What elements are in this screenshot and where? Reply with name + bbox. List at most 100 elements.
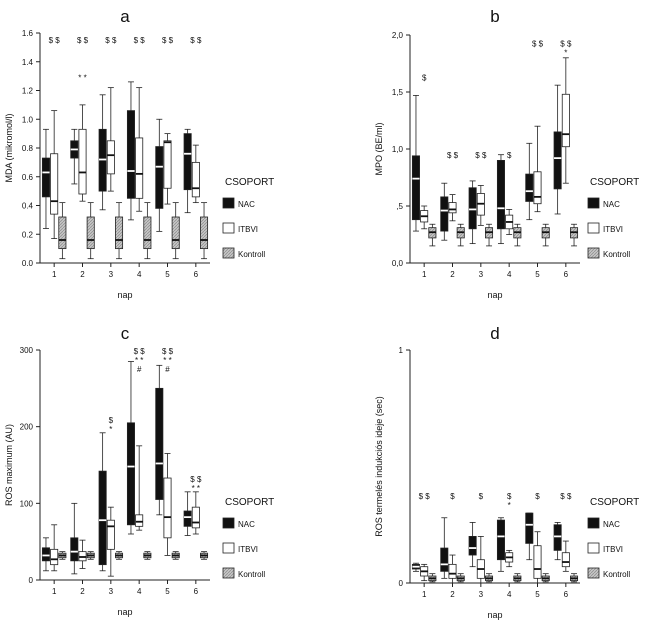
box-itbvi-day-1	[420, 205, 429, 230]
y-tick-label: 1.6	[22, 29, 34, 38]
x-tick-label: 5	[165, 270, 170, 279]
box-itbvi-day-3	[106, 87, 115, 192]
box-itbvi-day-4	[505, 209, 514, 235]
significance-label: $ $	[447, 151, 459, 160]
box-iqr	[98, 470, 107, 566]
y-tick-label: 1.2	[22, 87, 34, 96]
box-itbvi-day-2	[448, 554, 457, 584]
significance-label: $	[450, 492, 455, 501]
box-iqr	[468, 187, 477, 230]
x-axis-title: nap	[117, 607, 132, 617]
box-iqr	[183, 133, 192, 191]
box-kontroll-day-3	[115, 202, 124, 260]
box-kontroll-day-5	[171, 551, 180, 560]
box-iqr	[468, 536, 477, 556]
box-iqr	[163, 140, 172, 189]
x-tick-label: 3	[109, 587, 114, 596]
box-iqr	[126, 110, 135, 199]
y-tick-label: 0.4	[22, 202, 34, 211]
box-iqr	[525, 512, 534, 544]
significance-label: * *	[78, 73, 86, 82]
box-iqr	[135, 137, 144, 199]
box-nac-day-5	[525, 142, 534, 221]
legend-label-kontroll: Kontroll	[238, 250, 265, 259]
x-tick-label: 6	[194, 270, 199, 279]
box-itbvi-day-3	[476, 536, 485, 584]
box-itbvi-day-1	[50, 110, 59, 239]
significance-label: $	[109, 416, 114, 425]
legend-label-itbvi: ITBVI	[603, 225, 623, 234]
significance-label: * *	[135, 356, 143, 365]
x-tick-label: 6	[564, 270, 569, 279]
box-nac-day-1	[41, 537, 50, 572]
box-iqr	[106, 140, 115, 175]
box-nac-day-6	[553, 522, 562, 561]
x-tick-label: 3	[109, 270, 114, 279]
panel-letter: b	[490, 7, 499, 26]
significance-label: * *	[192, 484, 200, 493]
box-nac-day-4	[496, 517, 505, 572]
box-kontroll-day-1	[58, 202, 67, 260]
box-iqr	[191, 161, 200, 198]
legend-swatch-itbvi	[222, 222, 235, 234]
box-iqr	[448, 563, 457, 579]
box-itbvi-day-5	[163, 133, 172, 205]
significance-label: $ $	[134, 36, 146, 45]
box-iqr	[86, 216, 95, 250]
box-iqr	[533, 171, 542, 205]
legend-label-itbvi: ITBVI	[238, 545, 258, 554]
x-tick-label: 4	[137, 587, 142, 596]
y-axis-title: ROS maximum (AU)	[4, 424, 14, 506]
legend-swatch-itbvi	[222, 542, 235, 554]
box-kontroll-day-2	[456, 223, 465, 247]
x-tick-label: 3	[479, 270, 484, 279]
box-kontroll-day-2	[86, 202, 95, 260]
box-nac-day-2	[70, 128, 79, 185]
legend-swatch-kontroll	[587, 247, 600, 259]
x-tick-label: 2	[450, 270, 455, 279]
y-tick-label: 100	[20, 499, 34, 508]
y-tick-label: 0.6	[22, 173, 34, 182]
y-tick-label: 0,0	[392, 259, 404, 268]
box-nac-day-5	[155, 118, 164, 232]
y-tick-label: 300	[20, 346, 34, 355]
y-tick-label: 1	[399, 346, 404, 355]
panel-b: b 0,0 ,5 1,0 1,5 2,0 1 2 3 4 5 6 nap MPO (BE/ml) $ $ $ $…	[374, 7, 639, 300]
box-itbvi-day-4	[135, 445, 144, 531]
box-kontroll-day-4	[513, 223, 522, 247]
box-nac-day-1	[411, 95, 420, 232]
box-nac-day-6	[553, 84, 562, 215]
legend-swatch-nac	[587, 517, 600, 529]
y-tick-label: 0	[29, 576, 34, 585]
significance-label: $ $	[560, 39, 572, 48]
legend-swatch-itbvi	[587, 222, 600, 234]
box-iqr	[163, 477, 172, 539]
box-kontroll-day-4	[513, 573, 522, 583]
box-iqr	[58, 216, 67, 250]
legend-label-nac: NAC	[238, 520, 255, 529]
box-itbvi-day-1	[420, 563, 429, 582]
box-kontroll-day-6	[200, 202, 209, 260]
panel-letter: d	[490, 324, 499, 343]
box-iqr	[561, 93, 570, 148]
legend-label-nac: NAC	[238, 200, 255, 209]
box-itbvi-day-5	[163, 453, 172, 556]
legend-label-nac: NAC	[603, 520, 620, 529]
significance-label: #	[137, 365, 142, 374]
box-nac-day-3	[98, 432, 107, 572]
x-axis-title: nap	[117, 290, 132, 300]
box-iqr	[50, 153, 59, 215]
box-iqr	[553, 524, 562, 551]
legend: CSOPORT NAC ITBVI Kontroll	[587, 177, 639, 259]
legend-swatch-kontroll	[222, 567, 235, 579]
significance-label: *	[508, 501, 511, 510]
x-tick-label: 5	[535, 590, 540, 599]
box-iqr	[440, 196, 449, 232]
box-itbvi-day-3	[476, 185, 485, 226]
y-axis-title: MPO (BE/ml)	[374, 122, 384, 175]
box-nac-day-6	[183, 128, 192, 214]
panel-c: c 0 100 200 300 1 2 3 4 5 6 nap ROS maximum (AU) $* $ …	[4, 324, 274, 617]
legend-swatch-nac	[587, 197, 600, 209]
box-kontroll-day-6	[200, 551, 209, 560]
y-axis-title: MDA (mikromol/l)	[4, 113, 14, 182]
